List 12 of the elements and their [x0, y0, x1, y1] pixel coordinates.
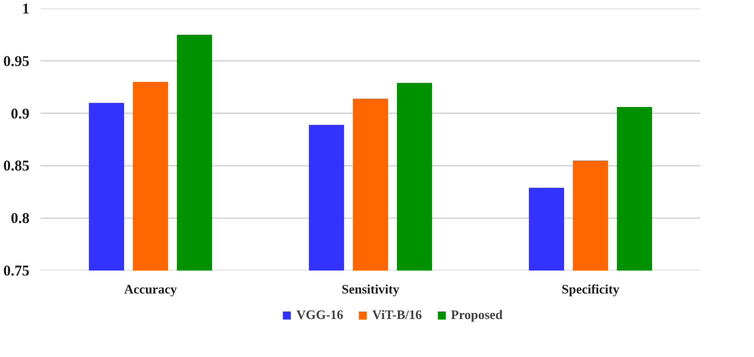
- y-tick-label: 0.95: [3, 54, 30, 70]
- y-tick-label: 0.8: [10, 211, 30, 228]
- x-tick-label: Specificity: [562, 282, 620, 296]
- x-tick-label: Sensitivity: [342, 282, 400, 296]
- y-tick-label: 0.9: [10, 106, 30, 122]
- y-tick-label: 0.85: [3, 158, 30, 175]
- x-tick-label: Accuracy: [124, 282, 178, 296]
- legend-label: Proposed: [450, 307, 503, 323]
- y-tick-label: 0.75: [3, 264, 30, 280]
- legend-label: ViT-B/16: [372, 307, 422, 323]
- legend-label: VGG-16: [296, 307, 344, 323]
- y-tick-label: 1: [22, 2, 30, 18]
